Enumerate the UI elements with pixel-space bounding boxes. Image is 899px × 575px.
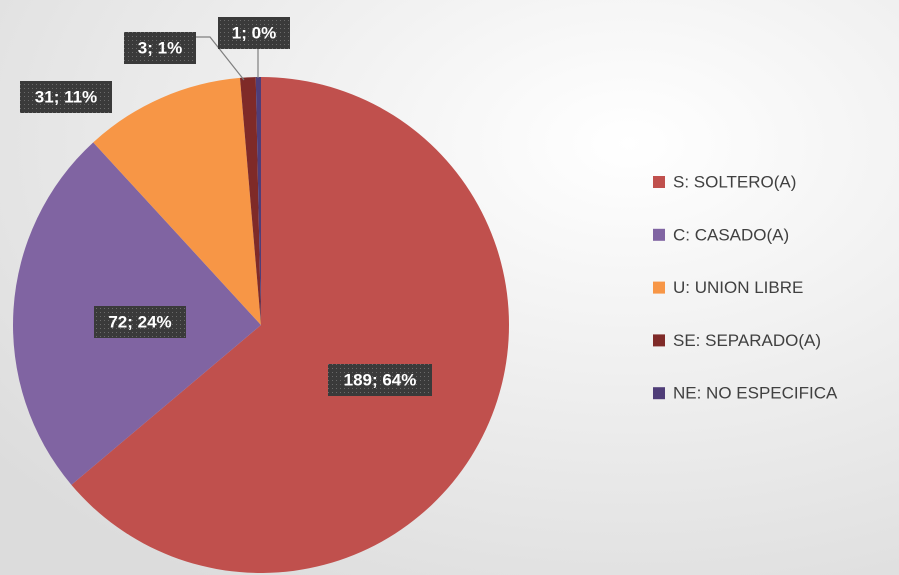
data-label: 72; 24% [108,312,171,331]
legend-label: S: SOLTERO(A) [673,172,796,191]
legend-swatch [653,281,665,294]
data-label: 1; 0% [232,23,276,42]
legend-label: U: UNION LIBRE [673,278,803,297]
data-label-box [218,17,290,49]
legend-swatch [653,334,665,347]
data-label: 189; 64% [344,370,417,389]
leader-line [196,36,245,81]
pie-slice [255,77,261,325]
data-label: 3; 1% [138,38,182,57]
legend-label: NE: NO ESPECIFICA [673,384,838,403]
legend-swatch [653,176,665,188]
legend-label: C: CASADO(A) [673,225,789,244]
data-label-box [94,306,186,338]
legend-label: SE: SEPARADO(A) [673,331,821,350]
data-label-box [328,364,432,396]
data-label: 31; 11% [35,87,97,106]
data-label-box [20,81,112,113]
pie-slice [93,77,261,325]
pie-slice [239,77,261,325]
legend-swatch [653,228,665,241]
pie-slice [71,77,509,573]
legend-swatch [653,387,665,400]
data-label-box [124,32,196,64]
